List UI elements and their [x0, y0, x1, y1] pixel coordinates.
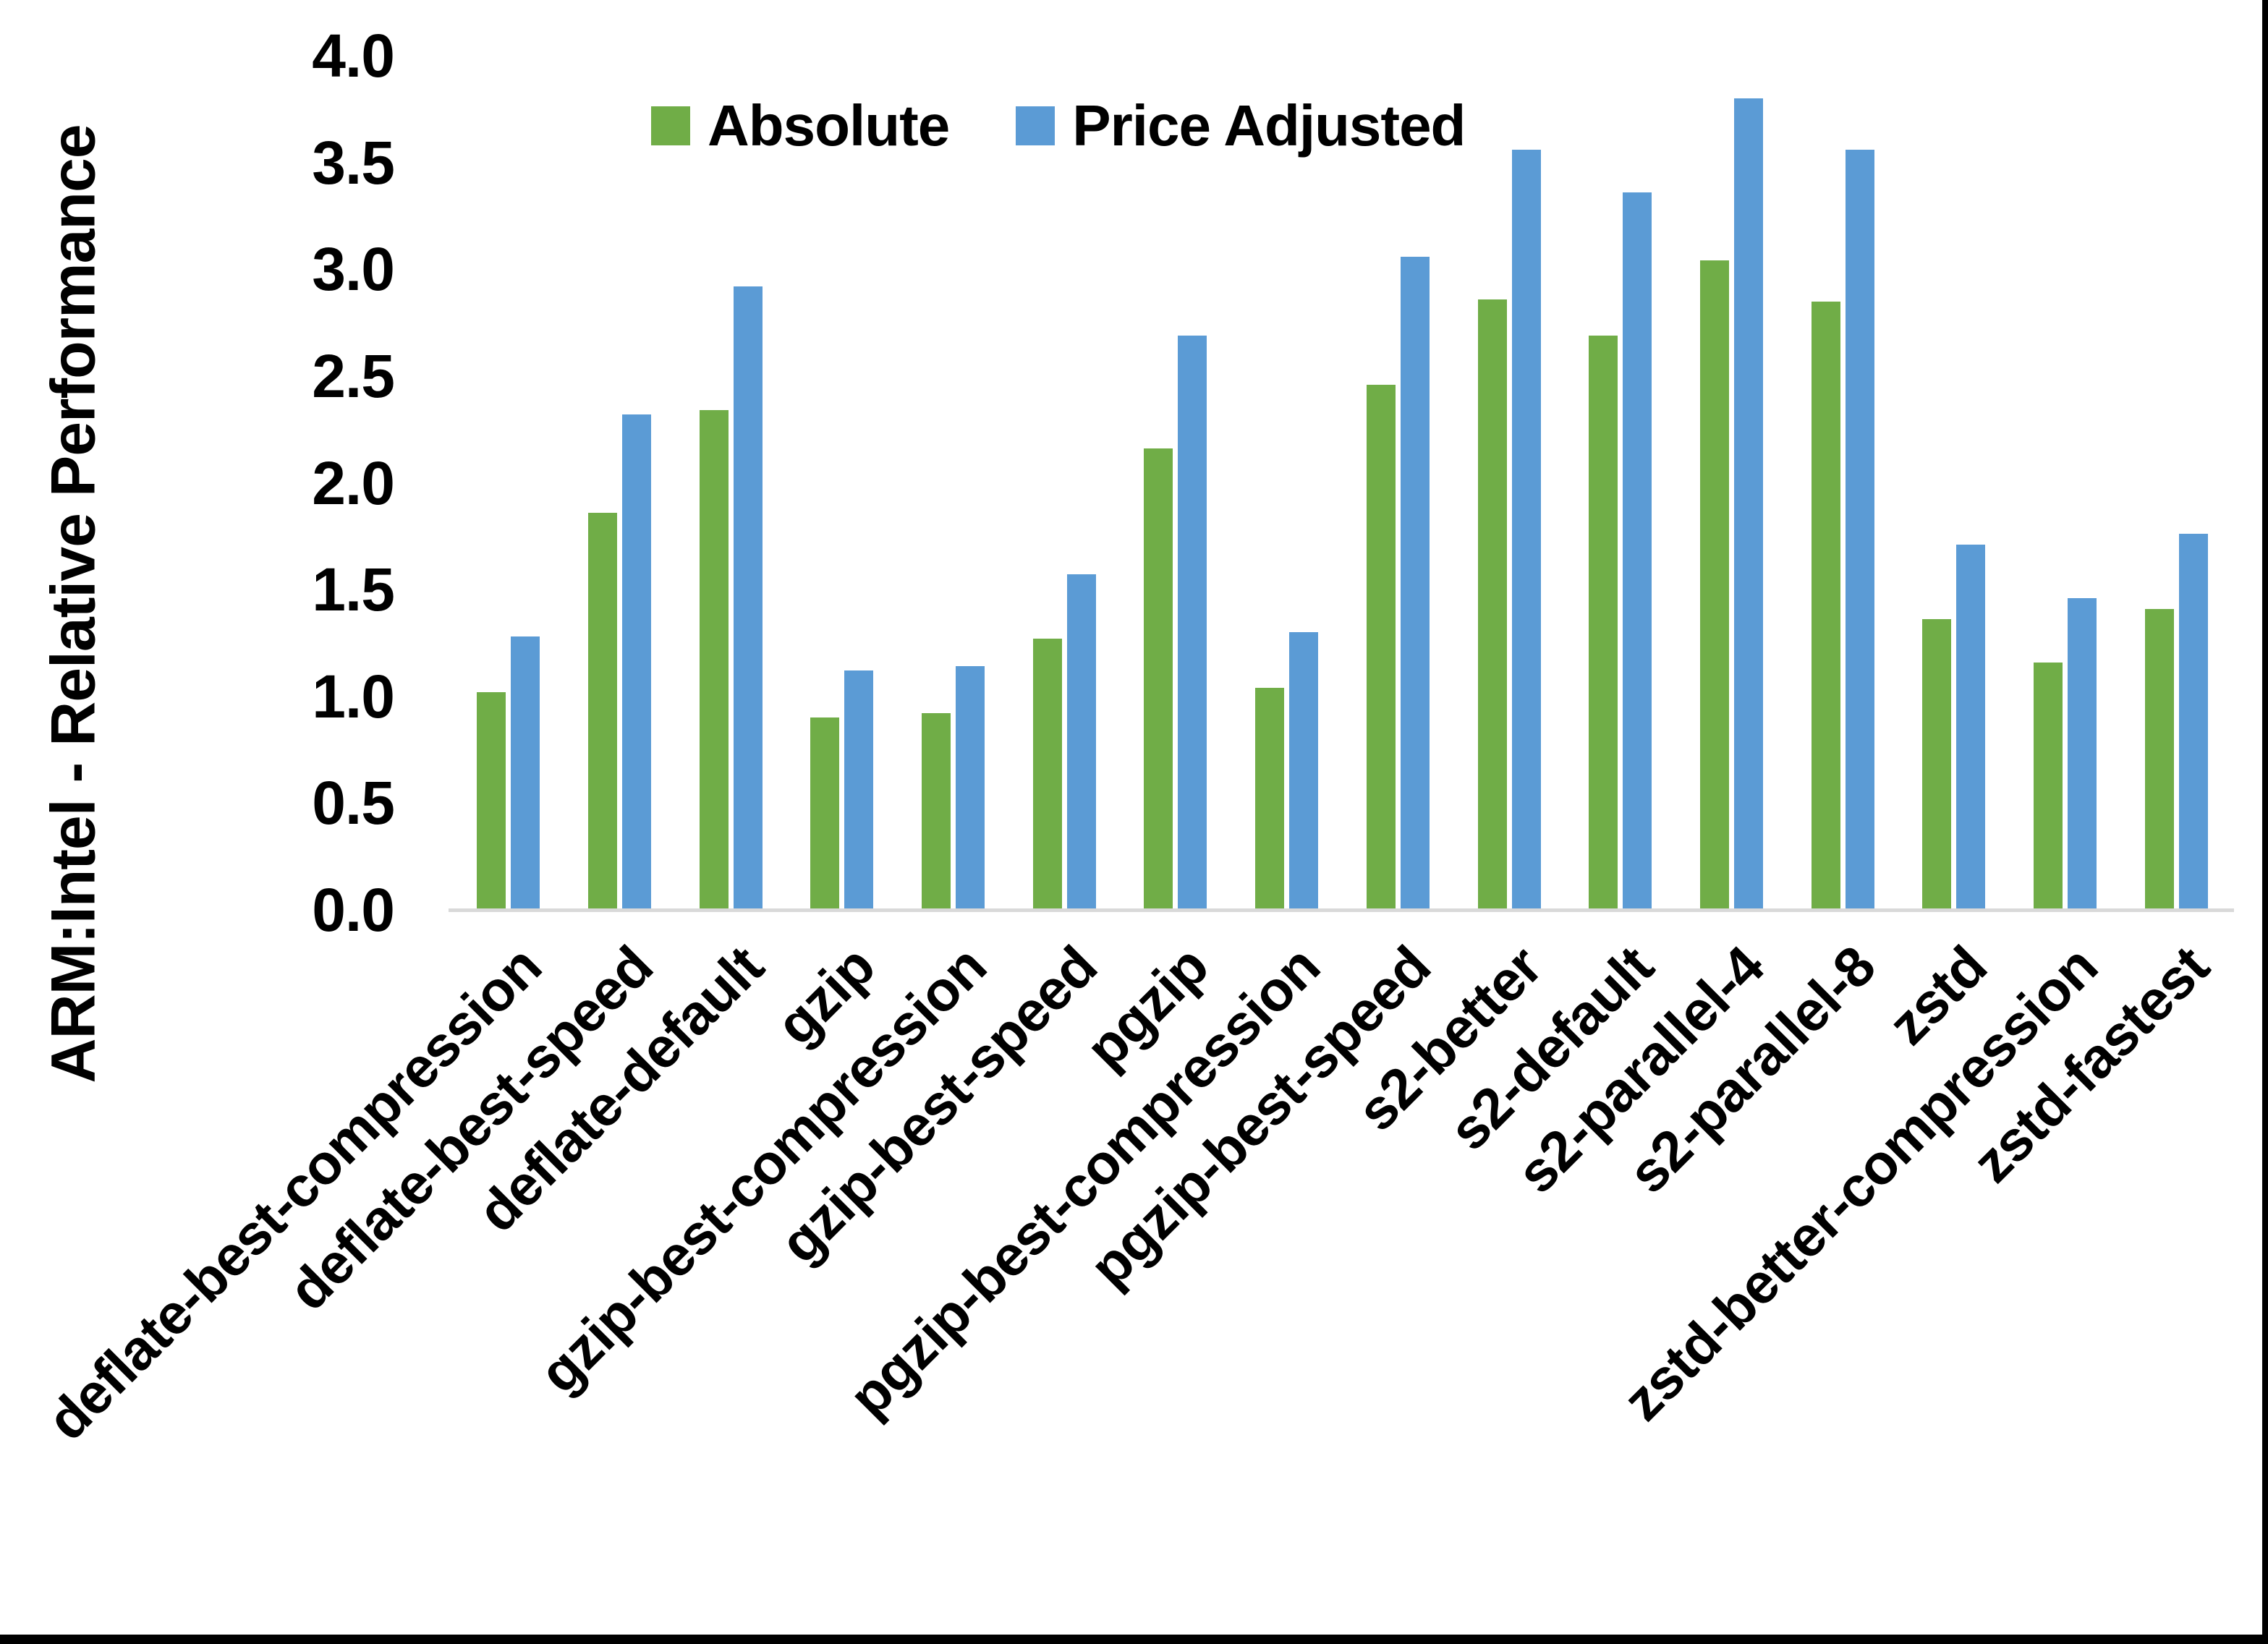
bar-price-adjusted-zstd-better-compression	[2067, 597, 2097, 910]
y-axis-tick-label: 3.5	[312, 128, 395, 197]
legend-item-absolute: Absolute	[651, 93, 950, 159]
y-axis-tick-label: 1.0	[312, 662, 395, 731]
bar-group-s2-better	[1453, 56, 1565, 910]
bar-group-s2-default	[1565, 56, 1676, 910]
bar-price-adjusted-pgzip-best-compression	[1289, 632, 1319, 910]
bar-absolute-zstd-fastest	[2144, 608, 2174, 910]
legend-swatch-absolute	[651, 106, 690, 145]
bar-group-zstd-better-compression	[2010, 56, 2121, 910]
bar-absolute-deflate-best-speed	[588, 512, 618, 910]
y-axis-tick-label: 2.0	[312, 448, 395, 517]
bar-group-gzip-best-compression	[898, 56, 1009, 910]
legend-swatch-price-adjusted	[1016, 106, 1056, 145]
y-axis-tick-label: 3.0	[312, 235, 395, 304]
bar-price-adjusted-zstd	[1956, 545, 1986, 910]
y-axis-tick-labels: 4.0 3.5 3.0 2.5 2.0 1.5 1.0 0.5 0.0	[181, 0, 395, 976]
bar-group-deflate-best-compression	[453, 56, 564, 910]
bar-group-pgzip	[1120, 56, 1231, 910]
bar-absolute-pgzip	[1144, 448, 1173, 910]
bar-price-adjusted-s2-parallel-4	[1733, 98, 1763, 910]
y-axis-tick-label: 1.5	[312, 555, 395, 624]
plot-area	[453, 56, 2232, 910]
bar-price-adjusted-s2-default	[1623, 192, 1652, 910]
bar-group-pgzip-best-speed	[1343, 56, 1454, 910]
bar-price-adjusted-pgzip-best-speed	[1400, 256, 1430, 910]
bar-price-adjusted-gzip-best-compression	[956, 666, 985, 910]
bar-absolute-s2-parallel-4	[1699, 260, 1729, 910]
y-axis-tick-label: 4.0	[312, 22, 395, 90]
bar-absolute-zstd-better-compression	[2033, 662, 2063, 910]
bar-group-s2-parallel-4	[1676, 56, 1788, 910]
bar-absolute-s2-parallel-8	[1811, 301, 1840, 910]
bar-price-adjusted-deflate-best-speed	[622, 414, 652, 910]
x-axis-baseline	[449, 908, 2234, 912]
bar-price-adjusted-s2-better	[1511, 149, 1541, 910]
bar-price-adjusted-zstd-fastest	[2178, 534, 2208, 910]
chart-legend: Absolute Price Adjusted	[651, 93, 1466, 159]
legend-item-price-adjusted: Price Adjusted	[1016, 93, 1466, 159]
bar-price-adjusted-deflate-default	[733, 286, 763, 910]
legend-label-absolute: Absolute	[708, 93, 950, 158]
bar-absolute-s2-default	[1589, 335, 1618, 910]
bar-group-gzip	[786, 56, 898, 910]
bar-price-adjusted-s2-parallel-8	[1845, 149, 1874, 910]
bar-absolute-pgzip-best-compression	[1255, 687, 1285, 910]
y-axis-tick-label: 2.5	[312, 341, 395, 410]
bar-absolute-s2-better	[1477, 299, 1507, 910]
bar-absolute-deflate-best-compression	[477, 691, 506, 910]
bar-group-zstd-fastest	[2120, 56, 2232, 910]
bar-group-s2-parallel-8	[1787, 56, 1898, 910]
y-axis-tick-label: 0.0	[312, 876, 395, 944]
bar-group-pgzip-best-compression	[1231, 56, 1343, 910]
bar-absolute-deflate-default	[699, 410, 729, 910]
y-axis-tick-label: 0.5	[312, 769, 395, 838]
bar-absolute-gzip-best-speed	[1032, 639, 1062, 910]
bar-price-adjusted-gzip	[844, 670, 874, 910]
bar-absolute-gzip-best-compression	[922, 713, 951, 910]
bar-absolute-gzip	[810, 717, 840, 910]
bar-group-gzip-best-speed	[1008, 56, 1120, 910]
bar-price-adjusted-deflate-best-compression	[511, 636, 540, 910]
bar-absolute-zstd	[1922, 619, 1952, 910]
bar-group-deflate-default	[675, 56, 786, 910]
bar-price-adjusted-pgzip	[1178, 335, 1207, 910]
bar-group-zstd	[1898, 56, 2010, 910]
bar-absolute-pgzip-best-speed	[1366, 384, 1396, 910]
bar-group-deflate-best-speed	[564, 56, 676, 910]
bar-price-adjusted-gzip-best-speed	[1066, 574, 1096, 910]
legend-label-price-adjusted: Price Adjusted	[1072, 93, 1466, 158]
y-axis-title: ARM:Intel - Relative Performance	[38, 124, 109, 1083]
